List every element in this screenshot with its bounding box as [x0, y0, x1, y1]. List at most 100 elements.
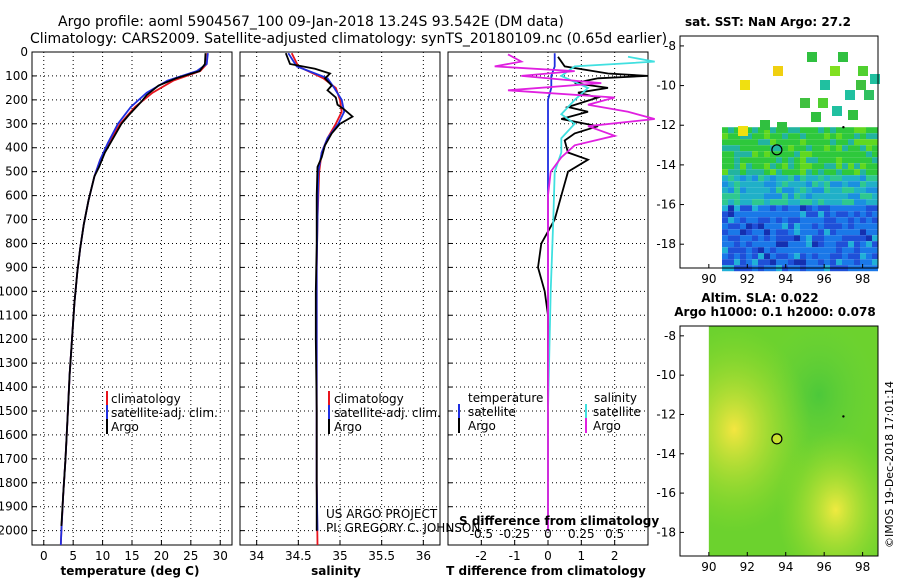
sst-cell [806, 133, 812, 140]
sst-cell [836, 145, 842, 152]
sst-cell [728, 211, 734, 218]
sst-cell [848, 187, 854, 194]
sst-cell [824, 127, 830, 134]
sst-cell [866, 151, 872, 158]
sst-cell [866, 229, 872, 236]
sst-cell [722, 211, 728, 218]
sst-cell [758, 235, 764, 242]
sst-cell [722, 259, 728, 266]
argo-position-marker [771, 144, 783, 156]
sst-cell [794, 241, 800, 248]
sst-cell [836, 259, 842, 266]
sst-cell [830, 211, 836, 218]
x-tick-label: 5 [69, 549, 77, 563]
sst-cell [830, 145, 836, 152]
sla-high-south [708, 326, 878, 556]
sst-cell [776, 211, 782, 218]
sst-cell [734, 187, 740, 194]
sst-cell [866, 247, 872, 254]
sst-cell [722, 169, 728, 176]
sst-cell [740, 217, 746, 224]
sst-cell [842, 223, 848, 230]
sst-cell [740, 157, 746, 164]
sst-cell [788, 217, 794, 224]
sst-cell [806, 151, 812, 158]
temperature-panel: 0 5 10 15 20 25 30 [31, 51, 233, 563]
sst-patch [832, 106, 842, 116]
sst-cell [764, 235, 770, 242]
sst-cell [842, 127, 848, 134]
sst-cell [818, 217, 824, 224]
sst-cell [818, 259, 824, 266]
sst-cell [872, 259, 878, 266]
credit-pi: PI: GREGORY C. JOHNSON [326, 521, 480, 535]
sst-cell [782, 169, 788, 176]
depth-tick-label: 1500 [0, 404, 28, 418]
sst-cell [818, 163, 824, 170]
sst-cell [848, 199, 854, 206]
sst-cell [824, 229, 830, 236]
sst-cell [758, 223, 764, 230]
sst-cell [752, 229, 758, 236]
sst-cell [776, 169, 782, 176]
sst-cell [776, 205, 782, 212]
sst-cell [770, 217, 776, 224]
sst-cell [788, 205, 794, 212]
sst-patch [760, 120, 770, 130]
sst-cell [722, 241, 728, 248]
sst-cell [758, 241, 764, 248]
sst-cell [812, 205, 818, 212]
sst-cell [806, 253, 812, 260]
sst-cell [770, 127, 776, 134]
sst-cell [836, 187, 842, 194]
sst-cell [812, 211, 818, 218]
sst-cell [842, 241, 848, 248]
sst-cell [824, 145, 830, 152]
sst-cell [818, 241, 824, 248]
sst-cell [752, 163, 758, 170]
sst-cell [800, 163, 806, 170]
x-tick-label: 34.5 [285, 549, 312, 563]
sst-cell [836, 175, 842, 182]
sst-cell [776, 193, 782, 200]
sst-cell [752, 205, 758, 212]
sst-cell [782, 241, 788, 248]
sst-cell [758, 211, 764, 218]
sst-cell [740, 235, 746, 242]
sst-cell [854, 211, 860, 218]
sla-map-title-1: Altim. SLA: 0.022 [701, 291, 818, 305]
sst-cell [872, 151, 878, 158]
sst-cell [824, 253, 830, 260]
depth-tick-label: 200 [5, 93, 28, 107]
sst-cell [860, 133, 866, 140]
sst-cell [848, 145, 854, 152]
sst-cell [782, 187, 788, 194]
depth-axis-labels: 0 100 200 300 400 500 600 700 800 900 1000 1100 1200… [0, 45, 28, 538]
sst-cell [752, 151, 758, 158]
sst-cell [872, 175, 878, 182]
sst-cell [782, 139, 788, 146]
sst-cell [842, 181, 848, 188]
sst-cell [722, 163, 728, 170]
sst-cell [788, 253, 794, 260]
sst-cell [776, 163, 782, 170]
sst-cell [806, 127, 812, 134]
sst-cell [854, 175, 860, 182]
sst-cell [860, 199, 866, 206]
sst-cell [848, 223, 854, 230]
sst-cell [800, 181, 806, 188]
sst-cell [818, 223, 824, 230]
sst-cell [776, 259, 782, 266]
legend-satellite-s: satellite-adj. clim. [334, 406, 441, 420]
depth-tick-label: 1000 [0, 284, 28, 298]
sst-cell [860, 139, 866, 146]
sst-cell [830, 187, 836, 194]
sst-cell [722, 235, 728, 242]
sst-cell [812, 199, 818, 206]
sst-cell [872, 193, 878, 200]
sst-cell [824, 211, 830, 218]
sst-cell [728, 151, 734, 158]
sst-cell [848, 169, 854, 176]
panel-frame [31, 51, 233, 546]
map-x-tick-label: 96 [817, 560, 832, 574]
